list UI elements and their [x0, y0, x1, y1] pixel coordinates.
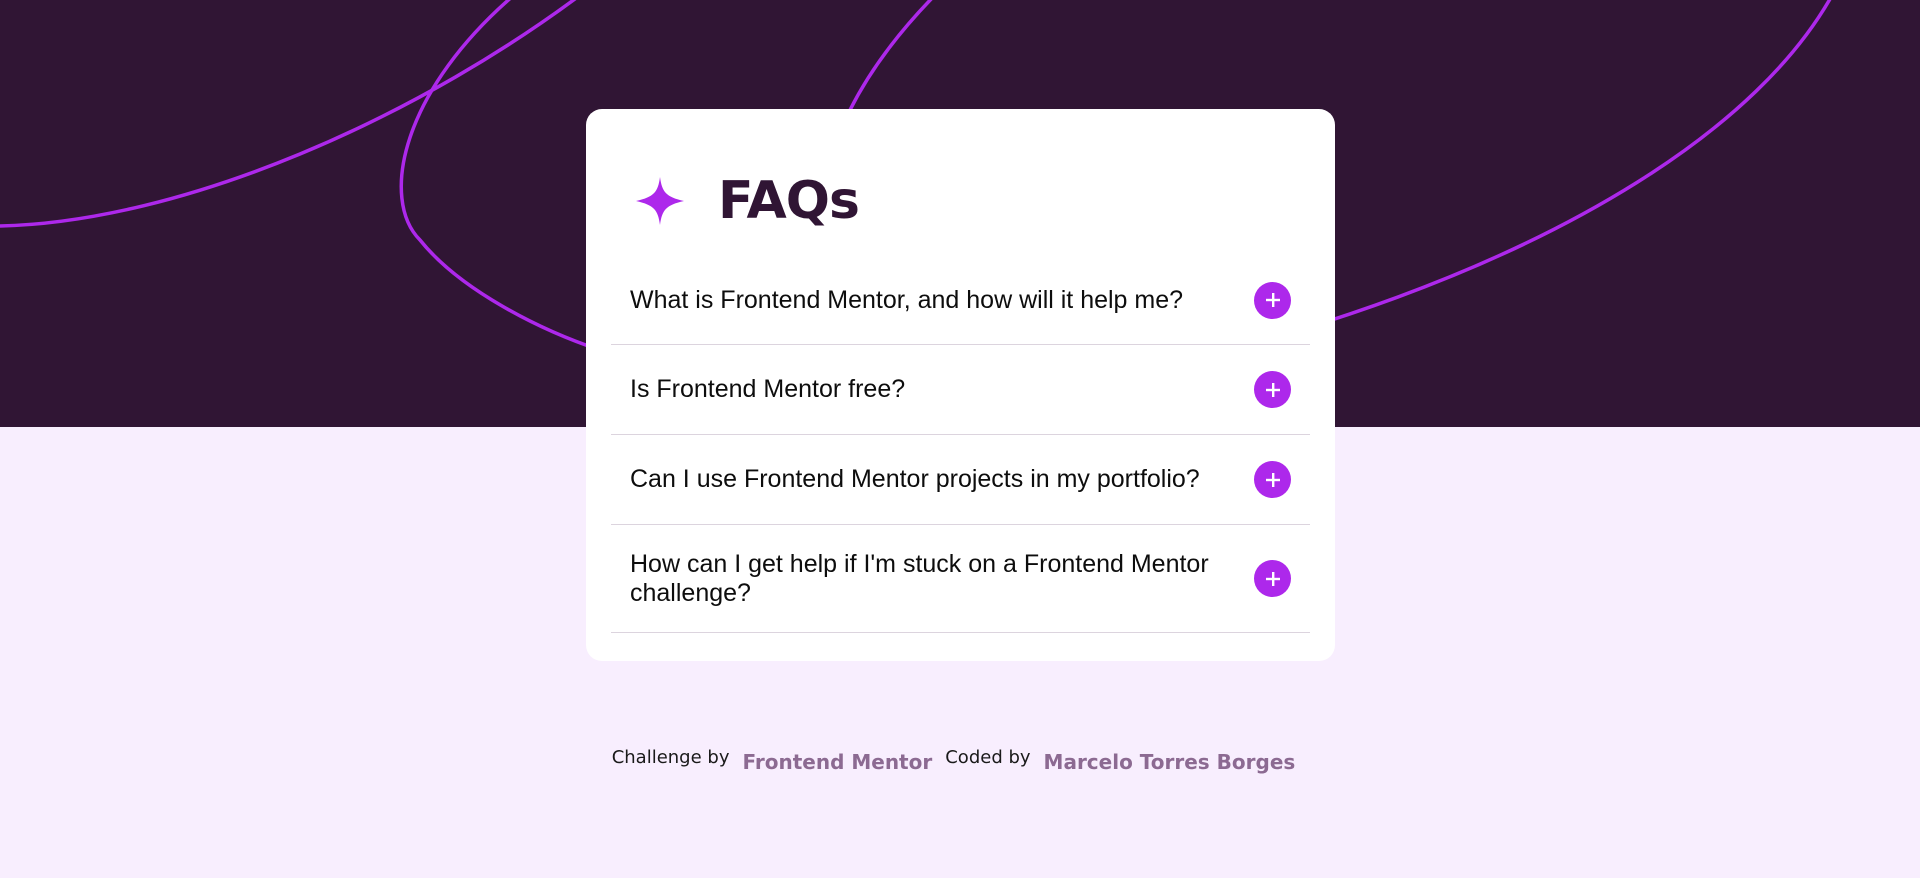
expand-toggle-button[interactable] — [1254, 461, 1291, 498]
decorative-curves — [0, 0, 1832, 352]
page-title: FAQs — [718, 171, 860, 231]
faq-item[interactable]: Can I use Frontend Mentor projects in my… — [611, 435, 1310, 525]
faq-question: What is Frontend Mentor, and how will it… — [630, 285, 1184, 314]
attribution: Challenge by Frontend Mentor Coded by Ma… — [0, 744, 1920, 774]
faq-item[interactable]: Is Frontend Mentor free? — [611, 345, 1310, 435]
plus-icon — [1265, 472, 1280, 487]
expand-toggle-button[interactable] — [1254, 560, 1291, 597]
faq-card: FAQs What is Frontend Mentor, and how wi… — [586, 109, 1335, 661]
plus-icon — [1265, 293, 1280, 307]
star-icon — [636, 177, 684, 225]
author-link[interactable]: Marcelo Torres Borges — [1043, 750, 1296, 774]
faq-question: Can I use Frontend Mentor projects in my… — [630, 465, 1200, 493]
plus-icon — [1265, 571, 1280, 586]
faq-item[interactable]: What is Frontend Mentor, and how will it… — [611, 256, 1310, 345]
frontend-mentor-link[interactable]: Frontend Mentor — [742, 750, 933, 774]
expand-toggle-button[interactable] — [1254, 371, 1291, 408]
faq-question: How can I get help if I'm stuck on a Fro… — [630, 549, 1209, 607]
card-header: FAQs — [636, 161, 860, 241]
faq-list: What is Frontend Mentor, and how will it… — [611, 256, 1310, 633]
challenge-by-label: Challenge by — [611, 747, 730, 768]
faq-item[interactable]: How can I get help if I'm stuck on a Fro… — [611, 525, 1310, 633]
coded-by-label: Coded by — [945, 747, 1031, 768]
faq-question: Is Frontend Mentor free? — [630, 375, 906, 403]
plus-icon — [1265, 382, 1280, 397]
expand-toggle-button[interactable] — [1254, 281, 1291, 319]
